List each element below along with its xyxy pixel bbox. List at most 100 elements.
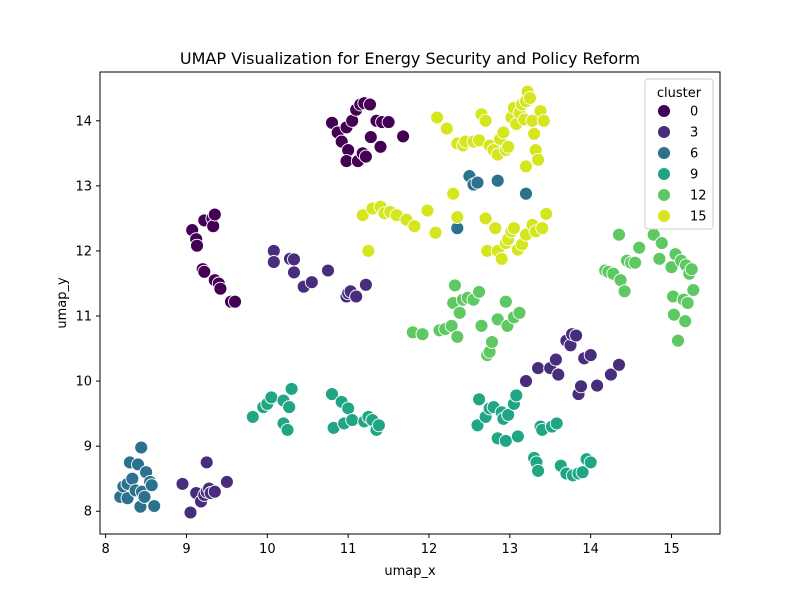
data-point: [213, 281, 228, 296]
data-point: [415, 327, 430, 342]
data-point: [304, 275, 319, 290]
data-point: [498, 433, 513, 448]
data-point: [472, 284, 487, 299]
data-point: [450, 210, 465, 225]
data-point: [531, 361, 546, 376]
data-point: [474, 318, 489, 333]
data-point: [358, 277, 373, 292]
data-point: [666, 307, 681, 322]
x-tick-label: 12: [421, 542, 438, 557]
data-point: [197, 264, 212, 279]
data-point: [284, 381, 299, 396]
data-point: [488, 221, 503, 236]
y-tick-label: 8: [84, 505, 92, 520]
data-point: [450, 329, 465, 344]
y-tick-label: 13: [75, 179, 92, 194]
data-point: [632, 240, 647, 255]
data-point: [266, 255, 281, 269]
data-point: [373, 139, 388, 154]
data-point: [510, 429, 525, 444]
data-point: [490, 173, 505, 188]
data-point: [496, 125, 511, 140]
data-point: [355, 208, 370, 223]
data-point: [245, 409, 260, 424]
y-axis-label: umap_y: [55, 277, 70, 329]
data-point: [536, 113, 551, 128]
y-tick-label: 12: [75, 244, 92, 259]
data-point: [321, 263, 335, 278]
data-point: [574, 379, 588, 394]
data-point: [420, 203, 435, 218]
data-point: [207, 484, 222, 499]
data-point: [287, 252, 301, 267]
data-point: [575, 465, 590, 480]
x-axis-label: umap_x: [384, 564, 436, 579]
data-point: [282, 400, 297, 415]
data-point: [287, 265, 301, 280]
data-point: [407, 219, 422, 234]
legend-marker: [657, 188, 671, 202]
legend-label: 6: [690, 147, 698, 162]
plot-frame: [99, 71, 721, 535]
data-point: [628, 255, 643, 270]
data-point: [539, 206, 554, 221]
x-tick-label: 9: [182, 542, 190, 557]
data-point: [175, 476, 190, 491]
data-point: [590, 378, 605, 393]
data-point: [363, 97, 377, 112]
data-point: [490, 312, 505, 327]
data-point: [137, 489, 152, 504]
legend-marker: [657, 125, 671, 139]
data-point: [349, 289, 364, 304]
data-point: [549, 416, 564, 431]
data-point: [494, 251, 509, 266]
legend-marker: [657, 167, 671, 181]
data-point: [531, 152, 546, 167]
data-point: [684, 262, 699, 277]
data-point: [430, 110, 445, 125]
data-point: [452, 305, 467, 320]
data-point: [478, 211, 493, 226]
data-point: [125, 471, 140, 486]
legend-label: 0: [690, 105, 698, 120]
data-point: [506, 221, 521, 236]
y-tick-label: 14: [75, 114, 92, 129]
data-point: [190, 238, 204, 253]
data-point: [678, 314, 693, 329]
legend-marker: [657, 104, 671, 118]
y-tick-label: 10: [75, 375, 92, 390]
x-tick-label: 10: [259, 542, 276, 557]
data-point: [535, 221, 550, 236]
data-point: [617, 284, 632, 299]
data-point: [134, 440, 149, 455]
data-point: [478, 113, 493, 128]
data-point: [447, 278, 462, 293]
x-tick-label: 11: [340, 542, 357, 557]
data-point: [485, 335, 499, 349]
data-point: [531, 463, 546, 478]
data-point: [325, 387, 339, 402]
legend: cluster 0 3 6 9 12 15: [644, 78, 714, 230]
data-point: [612, 227, 626, 242]
data-point: [147, 499, 162, 513]
data-point: [519, 374, 533, 389]
data-point: [206, 219, 221, 234]
legend-box: [644, 78, 714, 230]
data-point: [470, 175, 485, 190]
legend-label: 12: [690, 189, 707, 204]
x-tick-label: 8: [102, 542, 110, 557]
data-point: [371, 418, 386, 433]
data-point: [470, 418, 485, 433]
data-point: [527, 126, 542, 141]
data-point: [501, 407, 516, 422]
data-point: [396, 129, 411, 144]
data-point: [264, 390, 279, 405]
chart-title: UMAP Visualization for Energy Security a…: [180, 49, 640, 68]
data-point: [583, 455, 598, 470]
data-point: [207, 207, 222, 222]
data-point: [551, 367, 566, 382]
data-point: [686, 283, 701, 297]
data-point: [583, 348, 598, 363]
data-point: [671, 333, 685, 348]
